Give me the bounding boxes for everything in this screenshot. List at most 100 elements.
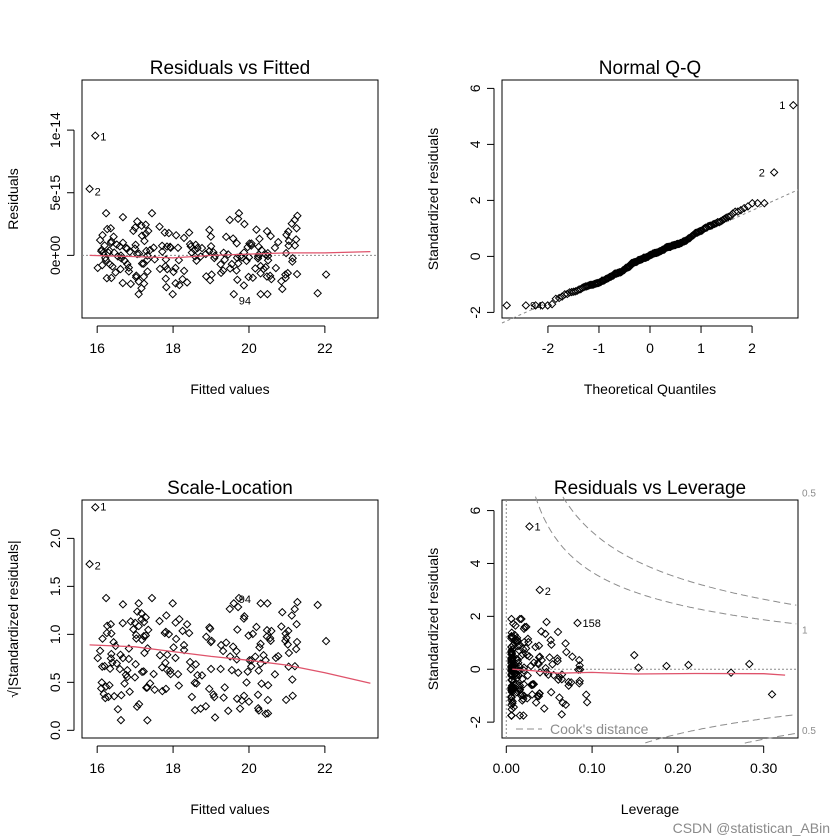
data-point	[519, 711, 528, 720]
data-point	[147, 593, 157, 603]
data-point	[191, 659, 201, 669]
data-points	[85, 503, 331, 725]
data-point	[513, 641, 523, 651]
data-point	[106, 238, 116, 248]
data-point	[117, 254, 126, 263]
data-point	[157, 663, 167, 672]
data-point	[233, 668, 243, 678]
data-point	[132, 249, 142, 259]
data-point	[158, 247, 167, 256]
data-point	[141, 631, 151, 640]
x-tick-label: 22	[317, 760, 333, 776]
data-point	[137, 635, 147, 645]
data-point	[767, 690, 777, 699]
data-point	[101, 208, 111, 218]
data-point	[720, 214, 729, 224]
data-point	[184, 628, 194, 638]
data-point	[162, 264, 172, 274]
data-point	[281, 270, 290, 279]
data-point	[204, 684, 214, 694]
data-point	[244, 253, 254, 262]
data-point	[169, 643, 178, 652]
data-point	[175, 280, 184, 290]
point-label-94: 94	[239, 295, 251, 307]
data-point	[85, 184, 94, 194]
data-point	[193, 670, 202, 680]
data-point	[769, 168, 779, 177]
data-point	[97, 260, 107, 270]
data-point	[288, 257, 297, 266]
data-point	[273, 237, 283, 247]
data-point	[574, 655, 584, 665]
data-point	[218, 646, 228, 656]
data-point	[531, 642, 540, 652]
x-axis-label: Fitted values	[190, 801, 269, 817]
data-point	[205, 225, 214, 235]
data-point	[143, 683, 152, 692]
plot-title: Scale-Location	[167, 478, 293, 499]
data-point	[131, 630, 141, 640]
data-point	[174, 255, 184, 265]
data-point	[546, 635, 555, 645]
data-point	[219, 248, 228, 258]
data-point	[554, 293, 564, 303]
plot-title: Residuals vs Fitted	[150, 58, 311, 79]
data-point	[243, 242, 252, 252]
data-point	[250, 264, 260, 273]
data-point	[171, 618, 180, 627]
y-tick-label: 2.0	[47, 528, 63, 548]
data-point	[179, 266, 189, 276]
data-point	[256, 599, 265, 608]
y-tick-label: 1e-14	[47, 112, 63, 148]
data-point	[161, 658, 170, 668]
data-point	[239, 614, 249, 623]
data-point	[130, 618, 140, 628]
data-point	[634, 663, 643, 672]
data-point	[511, 671, 521, 680]
data-point	[521, 301, 531, 310]
data-point	[254, 706, 264, 715]
data-point	[253, 690, 263, 700]
data-point	[93, 263, 103, 273]
data-point	[250, 652, 260, 661]
data-point	[206, 232, 216, 241]
data-point	[566, 678, 576, 687]
data-point	[288, 253, 298, 263]
data-point	[101, 253, 110, 263]
data-point	[263, 695, 273, 705]
data-point	[150, 685, 159, 695]
data-point	[253, 703, 263, 713]
data-point	[143, 644, 152, 653]
data-point	[710, 219, 719, 229]
data-point	[216, 268, 226, 278]
data-point	[196, 704, 205, 713]
data-point	[263, 255, 273, 265]
x-axis-label: Fitted values	[190, 381, 269, 397]
data-point	[116, 715, 126, 725]
data-point	[753, 198, 762, 208]
data-point	[186, 242, 196, 251]
data-point	[519, 624, 529, 634]
y-tick-label: 2	[467, 196, 483, 204]
data-point	[277, 284, 287, 294]
data-point	[523, 671, 533, 680]
point-label-158: 158	[583, 618, 601, 630]
data-point	[507, 692, 516, 702]
data-point	[164, 228, 174, 238]
data-point	[265, 271, 275, 281]
data-point	[262, 226, 272, 236]
data-point	[321, 636, 331, 646]
x-tick-label: -2	[542, 340, 555, 356]
data-point	[143, 251, 152, 260]
data-point	[209, 692, 219, 702]
data-point	[531, 698, 541, 707]
data-point	[291, 644, 301, 654]
y-tick-label: 2	[467, 612, 483, 620]
data-point	[140, 648, 149, 658]
data-point	[229, 599, 239, 608]
data-point	[124, 267, 134, 276]
data-point	[143, 255, 152, 265]
data-point	[118, 238, 128, 248]
cooks-legend-label: Cook's distance	[550, 721, 649, 737]
data-point	[292, 619, 301, 629]
